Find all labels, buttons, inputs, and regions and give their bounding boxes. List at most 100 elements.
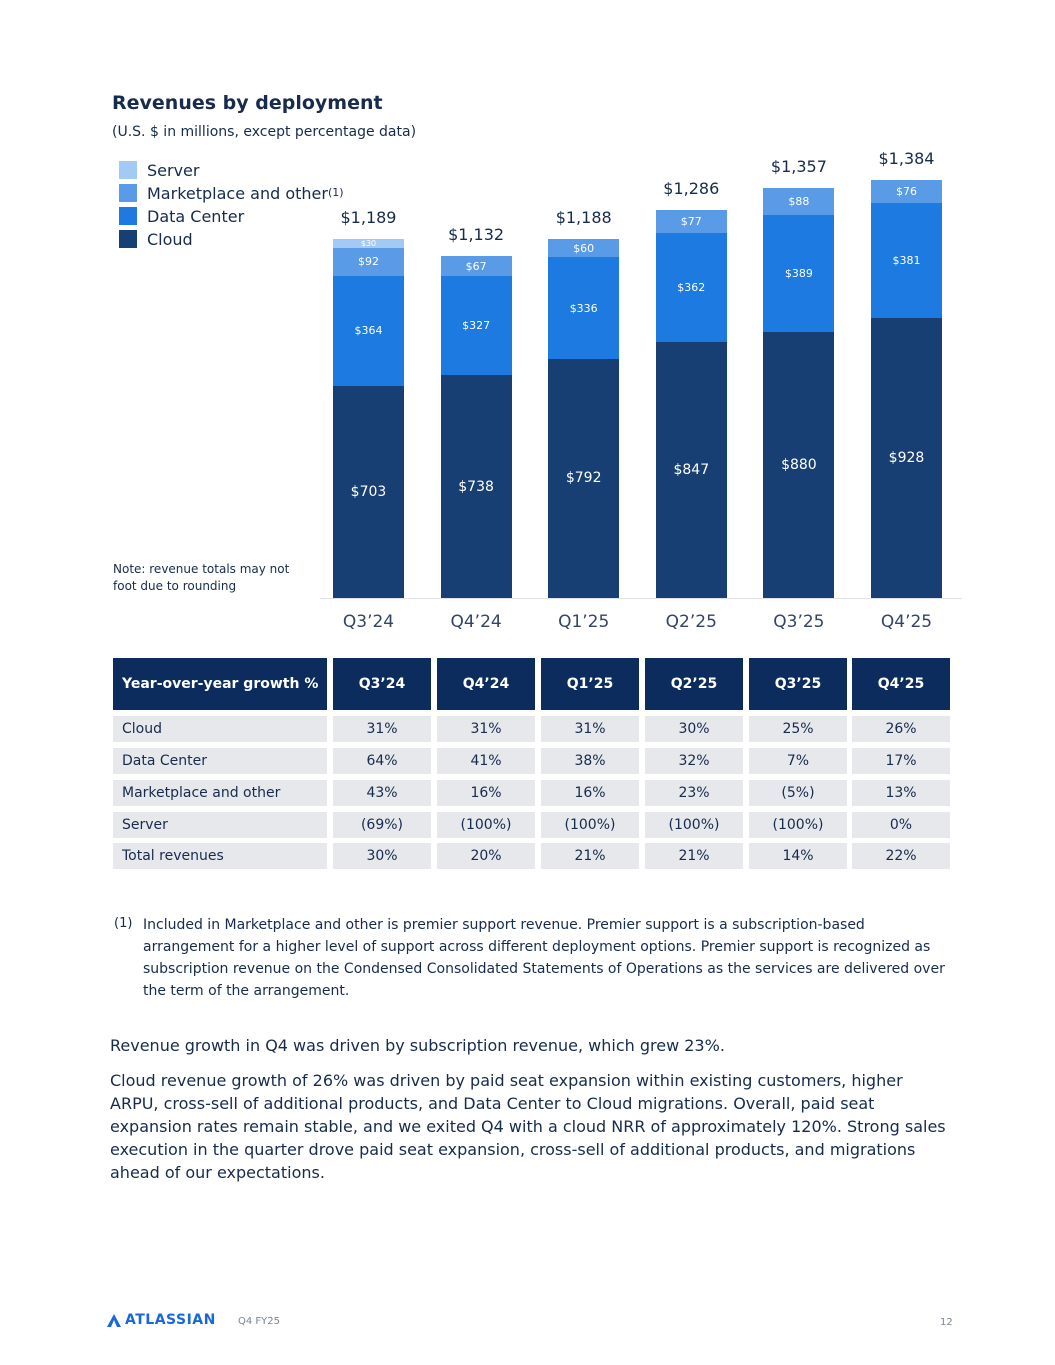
- bar-segment-server: $30: [333, 238, 404, 248]
- row-label: Data Center: [113, 748, 327, 774]
- legend-item: Marketplace and other (1): [119, 183, 344, 203]
- x-tick-label: Q3’25: [773, 612, 825, 632]
- table-cell: (100%): [437, 812, 535, 838]
- table-header-cell: Q3’25: [749, 658, 847, 710]
- data-label: $77: [680, 214, 702, 228]
- table-header-cell: Q4’24: [437, 658, 535, 710]
- bar-segment-marketplace-and-other: $76: [871, 179, 942, 203]
- table-cell: 25%: [749, 716, 847, 742]
- table-cell: (100%): [645, 812, 743, 838]
- table-cell: 31%: [333, 716, 431, 742]
- table-cell: 38%: [541, 748, 639, 774]
- table-cell: 16%: [541, 780, 639, 806]
- total-label: $1,286: [663, 178, 720, 198]
- bar-segment-cloud: $847: [655, 342, 727, 598]
- atlassian-logo-icon: [107, 1313, 121, 1327]
- logo-text: ATLASSIAN: [125, 1312, 216, 1328]
- bar-segment-marketplace-and-other: $77: [655, 209, 727, 233]
- table-header-cell: Year-over-year growth %: [113, 658, 327, 710]
- legend-swatch: [119, 207, 137, 225]
- table-cell: 20%: [437, 843, 535, 869]
- data-label: $381: [892, 253, 921, 267]
- row-label: Server: [113, 812, 327, 838]
- total-label: $1,357: [770, 157, 827, 177]
- table-header-cell: Q1’25: [541, 658, 639, 710]
- data-label: $880: [781, 457, 817, 474]
- data-label: $92: [358, 255, 379, 269]
- data-label: $67: [465, 259, 487, 273]
- data-label: $60: [573, 241, 595, 255]
- table-cell: 16%: [437, 780, 535, 806]
- legend-swatch: [119, 161, 137, 179]
- legend-label: Data Center: [147, 206, 245, 226]
- data-label: $738: [458, 478, 494, 495]
- x-tick-label: Q4’24: [450, 612, 502, 632]
- total-label: $1,132: [448, 225, 505, 245]
- paragraph: Cloud revenue growth of 26% was driven b…: [110, 1071, 946, 1182]
- data-label: $336: [569, 301, 598, 315]
- table-cell: 31%: [541, 716, 639, 742]
- table-cell: 21%: [541, 843, 639, 869]
- data-label: $88: [788, 194, 810, 208]
- table-cell: (100%): [541, 812, 639, 838]
- legend-label: Server: [147, 160, 200, 180]
- total-label: $1,384: [878, 148, 935, 168]
- bar-segment-cloud: $928: [871, 317, 942, 598]
- x-tick-label: Q2’25: [665, 612, 717, 632]
- total-label: $1,189: [340, 207, 397, 227]
- table-header-cell: Q3’24: [333, 658, 431, 710]
- footnote-text: Included in Marketplace and other is pre…: [143, 917, 945, 999]
- data-label: $389: [784, 266, 813, 280]
- data-label: $928: [888, 449, 925, 466]
- table-cell: (69%): [333, 812, 431, 838]
- bar-segment-marketplace-and-other: $67: [440, 256, 512, 277]
- bar-segment-data-center: $362: [655, 232, 727, 343]
- table-cell: 22%: [852, 843, 950, 869]
- legend-item: Cloud: [119, 229, 193, 249]
- bar-segment-cloud: $792: [548, 358, 620, 598]
- data-label: $364: [354, 324, 383, 338]
- legend-swatch: [119, 184, 137, 202]
- bar-segment-data-center: $327: [440, 276, 512, 376]
- table-cell: 31%: [437, 716, 535, 742]
- bar-segment-cloud: $738: [440, 375, 512, 598]
- legend-label: Cloud: [147, 229, 193, 249]
- table-cell: 30%: [333, 843, 431, 869]
- table-cell: 30%: [645, 716, 743, 742]
- table-cell: 32%: [645, 748, 743, 774]
- page-number: 12: [940, 1317, 953, 1328]
- data-label: $362: [677, 281, 706, 295]
- chart-title: Revenues by deployment: [112, 92, 383, 114]
- table-cell: 13%: [852, 780, 950, 806]
- bar-segment-cloud: $703: [333, 385, 404, 598]
- table-cell: 43%: [333, 780, 431, 806]
- row-label: Marketplace and other: [113, 780, 327, 806]
- data-label: $792: [565, 470, 602, 487]
- legend-swatch: [119, 230, 137, 248]
- table-header-cell: Q2’25: [645, 658, 743, 710]
- row-label: Cloud: [113, 716, 327, 742]
- table-cell: 17%: [852, 748, 950, 774]
- total-label: $1,188: [555, 208, 612, 228]
- bar-segment-data-center: $381: [871, 202, 942, 318]
- bar-segment-marketplace-and-other: $60: [548, 239, 620, 258]
- chart-subtitle: (U.S. $ in millions, except percentage d…: [112, 124, 417, 140]
- table-cell: 41%: [437, 748, 535, 774]
- x-axis-line: [320, 598, 962, 599]
- data-label: $76: [896, 184, 917, 198]
- table-cell: 26%: [852, 716, 950, 742]
- table-cell: 0%: [852, 812, 950, 838]
- x-tick-label: Q3’24: [342, 612, 395, 632]
- data-label: $327: [462, 319, 491, 333]
- legend-item: Data Center: [119, 206, 244, 226]
- footnote-mark: (1): [114, 916, 133, 931]
- bar-segment-data-center: $389: [763, 214, 835, 333]
- paragraph: Revenue growth in Q4 was driven by subsc…: [110, 1036, 725, 1055]
- report-period: Q4 FY25: [238, 1316, 280, 1327]
- table-cell: 21%: [645, 843, 743, 869]
- bar-segment-cloud: $880: [763, 332, 835, 598]
- table-cell: 7%: [749, 748, 847, 774]
- row-label: Total revenues: [113, 843, 327, 869]
- data-label: $703: [350, 483, 387, 500]
- data-label: $30: [360, 238, 377, 248]
